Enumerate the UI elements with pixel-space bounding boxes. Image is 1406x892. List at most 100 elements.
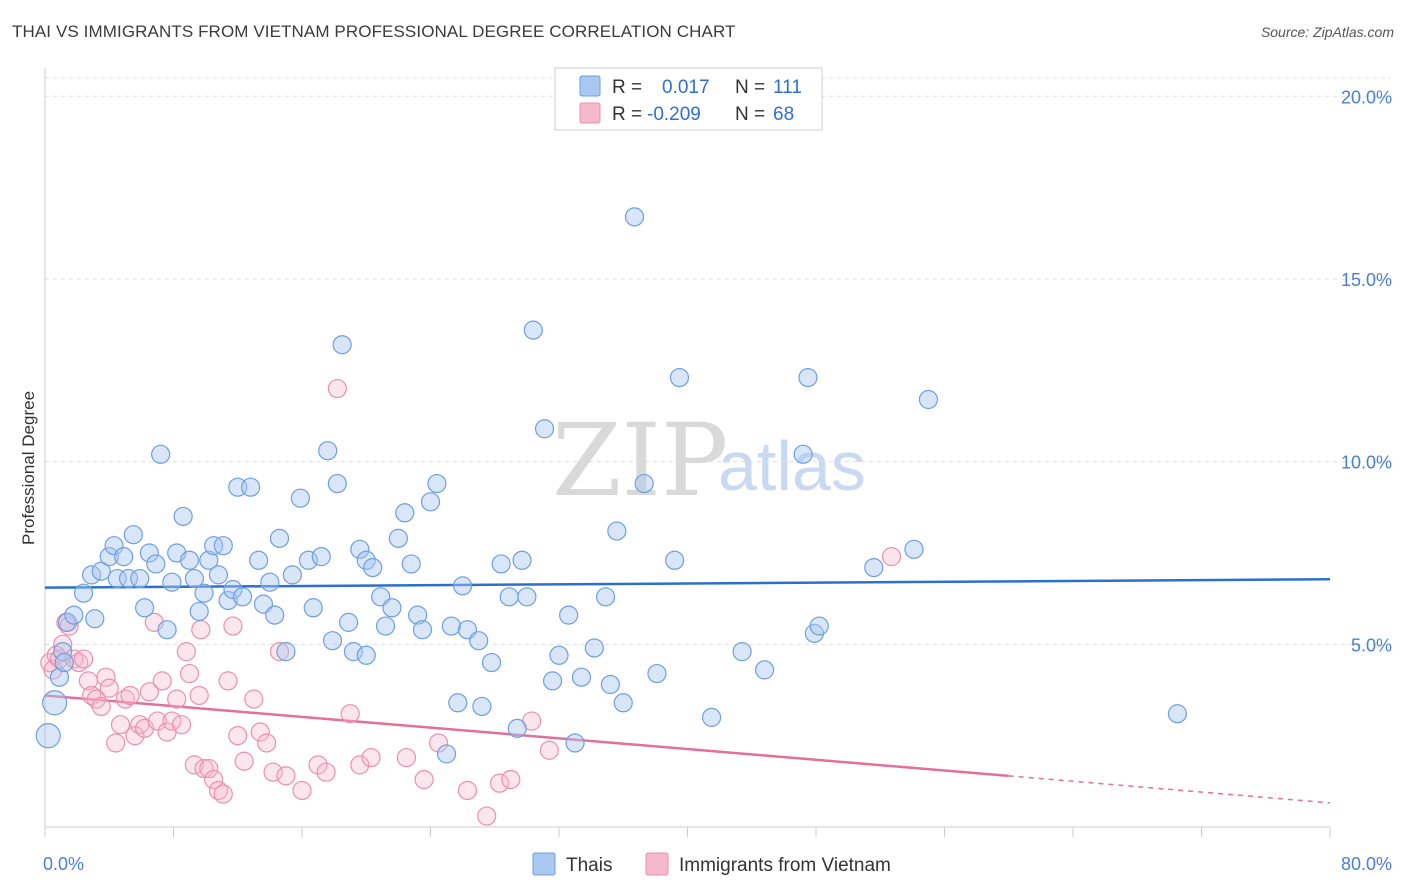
point-thais-84: [559, 605, 579, 625]
point-thais-43: [276, 642, 296, 662]
trend-line-vietnam-solid: [44, 694, 1009, 778]
point-thais-76: [491, 554, 511, 574]
point-vietnam-54: [340, 704, 360, 724]
point-thais-5: [64, 605, 84, 625]
point-thais-27: [189, 601, 209, 622]
point-thais-60: [382, 598, 402, 618]
point-thais-87: [584, 638, 604, 658]
point-thais-88: [595, 587, 616, 607]
point-vietnam-44: [244, 689, 264, 709]
point-thais-34: [223, 579, 243, 600]
point-thais-74: [472, 696, 492, 717]
point-vietnam-50: [292, 780, 312, 801]
point-thais-86: [571, 667, 592, 687]
point-vietnam-66: [881, 547, 902, 567]
point-thais-73: [469, 631, 489, 651]
point-vietnam-25: [147, 711, 168, 731]
point-thais-85: [565, 733, 585, 753]
point-vietnam-13: [91, 696, 111, 717]
point-vietnam-65: [539, 740, 559, 760]
series-vietnam-points: [40, 378, 902, 826]
point-thais-109: [356, 645, 376, 665]
point-thais-46: [298, 550, 319, 570]
point-vietnam-20: [125, 726, 145, 746]
point-vietnam-48: [269, 642, 290, 662]
y-tick-label-0: 5.0%: [1351, 635, 1392, 655]
point-vietnam-34: [189, 685, 209, 706]
point-vietnam-59: [428, 733, 449, 753]
point-thais-40: [260, 572, 280, 592]
bottom-legend-swatch-thais: [532, 852, 556, 876]
point-thais-105: [904, 539, 924, 559]
trend-line-thais-solid: [44, 578, 1331, 589]
point-thais-51: [327, 473, 347, 494]
legend-n-label-1: N =: [735, 77, 765, 98]
point-thais-110: [54, 652, 74, 673]
point-thais-41: [265, 605, 285, 625]
point-thais-100: [793, 444, 813, 464]
point-thais-29: [199, 550, 219, 570]
legend-n-value-1: 111: [773, 77, 802, 98]
point-thais-6: [73, 583, 94, 603]
point-thais-20: [151, 444, 171, 464]
point-vietnam-49: [276, 766, 296, 786]
point-thais-32: [213, 536, 233, 556]
point-thais-37: [241, 477, 261, 497]
point-thais-2: [49, 667, 70, 687]
axes: [44, 68, 1331, 837]
point-thais-95: [665, 550, 685, 570]
point-vietnam-40: [218, 671, 238, 691]
point-thais-21: [157, 620, 177, 640]
y-tick-labels: 5.0% 10.0% 15.0% 20.0%: [1341, 87, 1392, 655]
point-thais-77: [499, 587, 519, 607]
point-thais-28: [194, 583, 214, 603]
point-thais-8: [85, 609, 105, 629]
point-vietnam-67: [191, 620, 211, 640]
y-tick-label-2: 15.0%: [1341, 270, 1392, 290]
point-vietnam-39: [213, 784, 233, 804]
bottom-legend-vietnam: Immigrants from Vietnam: [679, 855, 891, 876]
point-vietnam-26: [152, 671, 172, 691]
point-thais-30: [204, 536, 224, 556]
point-thais-49: [318, 441, 338, 461]
source-credit: Source: ZipAtlas.com: [1260, 24, 1394, 40]
point-thais-13: [114, 547, 134, 567]
point-thais-69: [441, 616, 461, 636]
point-vietnam-46: [257, 733, 277, 753]
trend-line-thais: [44, 578, 1331, 589]
point-thais-50: [322, 631, 343, 651]
point-thais-108: [512, 550, 532, 570]
point-thais-70: [448, 693, 468, 713]
point-vietnam-56: [361, 747, 381, 768]
point-thais-14: [118, 568, 139, 589]
x-tick-label-0: 0.0%: [43, 854, 84, 874]
point-thais-104: [864, 557, 884, 578]
legend-swatch-thais: [579, 75, 601, 97]
point-thais-96: [669, 368, 690, 388]
point-thais-82: [542, 671, 563, 691]
point-thais-17: [134, 598, 155, 618]
chart-title: THAI VS IMMIGRANTS FROM VIETNAM PROFESSI…: [12, 22, 736, 41]
y-axis-label: Professional Degree: [19, 391, 38, 545]
point-thais-1: [42, 690, 68, 716]
point-thais-48: [311, 547, 331, 567]
point-vietnam-52: [316, 762, 336, 782]
point-thais-52: [332, 335, 352, 355]
point-vietnam-35: [194, 758, 214, 779]
point-thais-25: [179, 550, 200, 570]
point-thais-45: [290, 488, 310, 508]
point-thais-89: [600, 674, 621, 695]
point-vietnam-1: [43, 660, 63, 680]
point-vietnam-15: [99, 678, 119, 698]
point-thais-4: [57, 612, 78, 632]
watermark-zip: ZIP: [552, 402, 728, 519]
x-tick-labels: 0.0% 80.0%: [43, 854, 1392, 874]
point-thais-36: [232, 587, 253, 607]
legend-n-value-2: 68: [773, 104, 794, 125]
point-thais-80: [523, 320, 543, 340]
point-vietnam-28: [162, 711, 182, 731]
y-tick-label-1: 10.0%: [1341, 453, 1392, 473]
point-thais-63: [401, 554, 421, 574]
point-vietnam-23: [139, 682, 160, 702]
